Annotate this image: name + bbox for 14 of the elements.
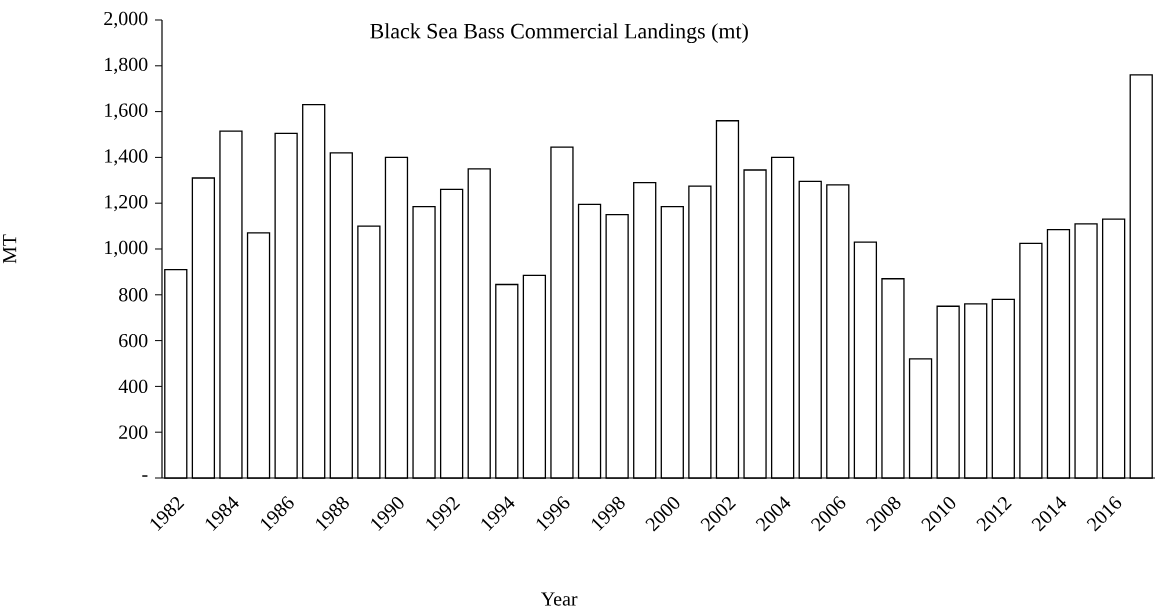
y-tick-label: 800 xyxy=(119,288,148,302)
y-tick-label: 200 xyxy=(119,425,148,439)
y-tick-label: 1,000 xyxy=(105,240,148,258)
y-tick-label: 2,000 xyxy=(104,11,148,29)
y-tick-label: 1,600 xyxy=(105,103,148,120)
y-tick-label: 1,200 xyxy=(105,195,148,212)
y-tick-label: 1,400 xyxy=(105,149,148,166)
y-tick-label: 400 xyxy=(118,379,148,394)
y-axis-title: MT xyxy=(3,234,17,264)
chart-title: Black Sea Bass Commercial Landings (mt) xyxy=(370,23,748,44)
y-tick-label: 600 xyxy=(119,333,148,348)
x-axis-title: Year xyxy=(541,592,578,606)
y-tick-label: 1,800 xyxy=(105,57,148,74)
y-tick-label: - xyxy=(142,475,148,477)
